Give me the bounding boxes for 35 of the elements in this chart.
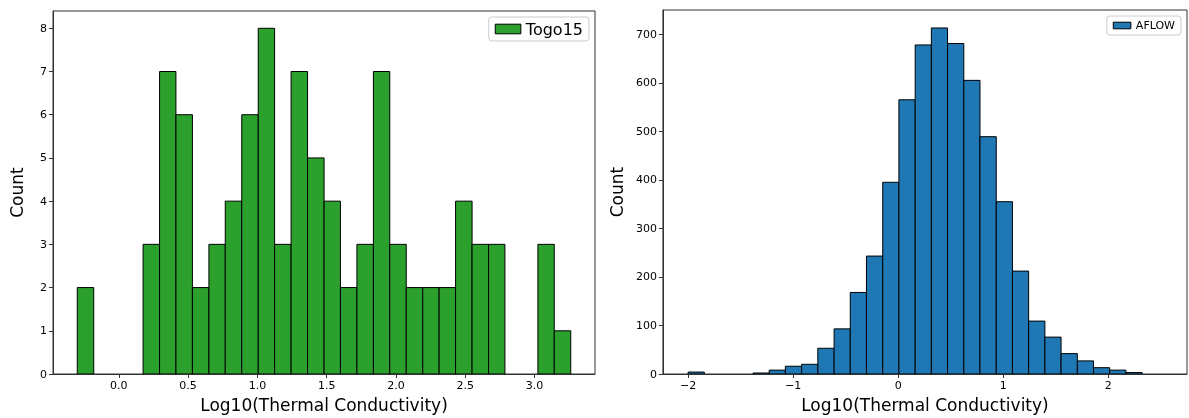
x-tick-label: 2.5	[456, 379, 475, 392]
x-axis-title: Log10(Thermal Conductivity)	[200, 394, 448, 415]
y-tick-label: 200	[635, 270, 657, 284]
x-tick-label: −2	[679, 379, 697, 392]
y-tick-label: 400	[635, 173, 657, 187]
x-axis-title: Log10(Thermal Conductivity)	[801, 394, 1049, 415]
x-tick-label: 1.0	[248, 379, 267, 392]
x-tick-label: 2.0	[387, 379, 405, 392]
x-tick-label: 1.5	[317, 379, 336, 392]
x-tick-label: 0	[894, 379, 902, 392]
x-tick-label: 3.0	[525, 379, 544, 392]
x-tick-label: 2	[1104, 379, 1112, 392]
y-axis-title: Count	[6, 166, 27, 218]
y-tick-label: 4	[40, 194, 47, 208]
x-tick-label: −1	[785, 379, 802, 392]
y-tick-label: 1	[40, 324, 47, 338]
y-tick-label: 100	[635, 318, 657, 332]
y-tick-label: 2	[40, 281, 47, 295]
y-tick-label: 0	[40, 367, 47, 381]
x-tick-label: 0.5	[179, 379, 197, 392]
x-tick-label: 1	[999, 379, 1007, 392]
y-tick-label: 600	[635, 76, 657, 90]
y-tick-label: 0	[649, 367, 657, 381]
y-tick-label: 300	[635, 221, 657, 235]
y-tick-label: 3	[40, 237, 47, 251]
y-tick-label: 500	[635, 124, 657, 138]
y-tick-label: 7	[40, 65, 47, 78]
x-tick-label: 0.0	[110, 379, 128, 392]
y-tick-label: 8	[40, 21, 47, 35]
legend-label: AFLOW	[1135, 19, 1176, 32]
y-tick-label: 700	[635, 27, 657, 41]
y-tick-label: 6	[40, 108, 47, 122]
legend-label: Togo15	[524, 19, 584, 39]
y-tick-label: 5	[40, 151, 47, 165]
y-axis-title: Count	[606, 166, 627, 218]
